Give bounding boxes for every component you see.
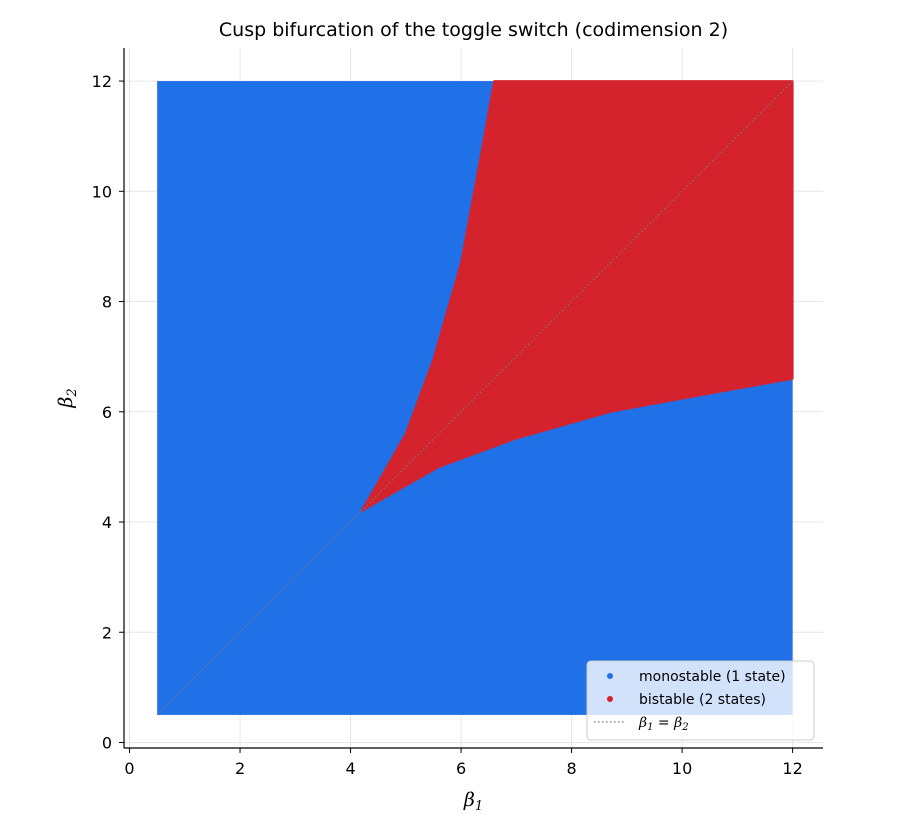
legend: monostable (1 state) bistable (2 states) β…: [586, 660, 815, 741]
y-tick-label-10: 10: [92, 182, 112, 201]
x-tick-label-6: 6: [456, 759, 466, 778]
x-tick-label-12: 12: [782, 759, 802, 778]
legend-label-reference: β1 = β2: [638, 715, 689, 733]
x-tick-label-4: 4: [345, 759, 355, 778]
x-tick-label-0: 0: [124, 759, 134, 778]
y-tick-label-0: 0: [102, 733, 112, 752]
y-tick-label-6: 6: [102, 403, 112, 422]
y-tick-label-4: 4: [102, 513, 112, 532]
legend-label-monostable: monostable (1 state): [639, 669, 786, 685]
x-tick-label-2: 2: [235, 759, 245, 778]
x-tick-label-10: 10: [672, 759, 692, 778]
legend-box: [586, 660, 815, 741]
legend-marker-monostable: [607, 673, 613, 679]
tick-labels: 0 2 4 6 8 10 12 0 2 4 6 8 10 12: [92, 72, 803, 778]
legend-marker-bistable: [607, 696, 613, 702]
reference-line: [156, 80, 794, 716]
y-tick-label-2: 2: [102, 623, 112, 642]
y-tick-label-8: 8: [102, 293, 112, 312]
y-axis-label: β2: [55, 388, 80, 408]
x-axis-label: β1: [463, 789, 483, 814]
x-tick-label-8: 8: [566, 759, 576, 778]
reference-line-layer: [156, 80, 794, 716]
y-tick-label-12: 12: [92, 72, 112, 91]
chart-title: Cusp bifurcation of the toggle switch (c…: [219, 19, 728, 41]
legend-label-bistable: bistable (2 states): [639, 692, 766, 708]
